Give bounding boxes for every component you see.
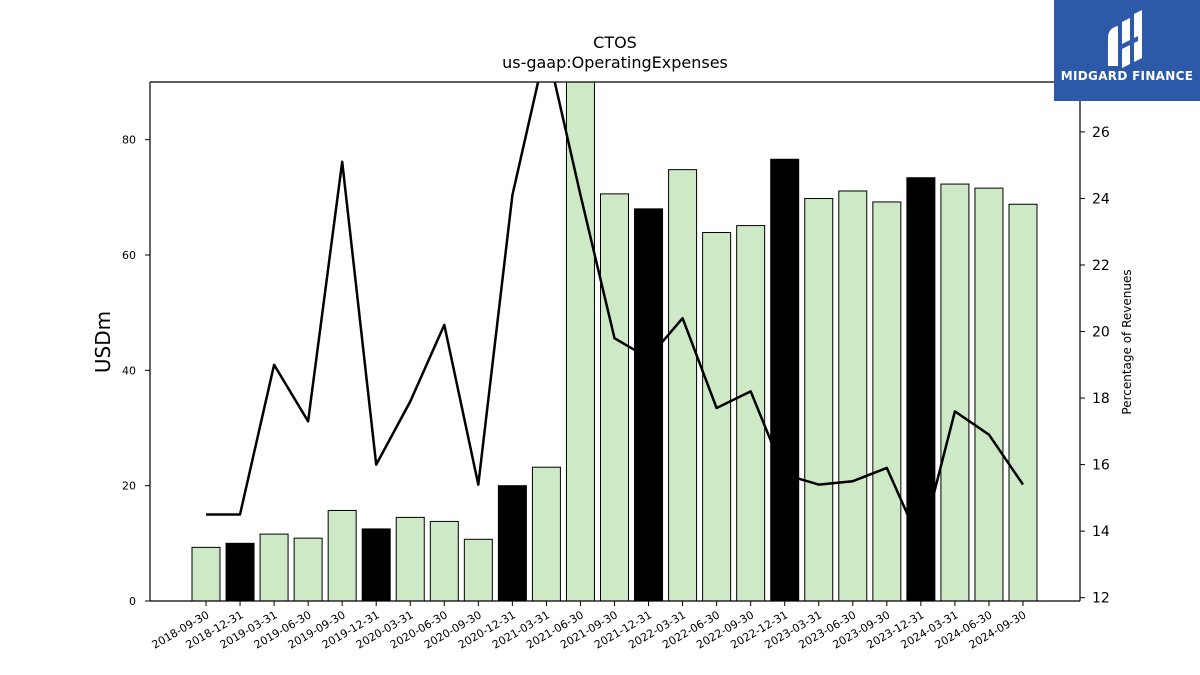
bar (770, 158, 800, 601)
y-right-tick-label: 18 (1092, 391, 1110, 407)
bar (497, 485, 527, 601)
bar (940, 183, 970, 601)
bar (974, 187, 1004, 601)
bar (463, 538, 493, 601)
y-tick-label: 40 (122, 364, 136, 377)
y-right-tick-label: 16 (1092, 458, 1110, 474)
y-right-tick-label: 26 (1092, 125, 1110, 141)
bar (361, 528, 391, 601)
y-tick-label: 80 (122, 134, 136, 147)
bar (395, 516, 425, 601)
brand-logo: MIDGARD FINANCE (1054, 0, 1200, 101)
bar (804, 197, 834, 601)
y-axis-label-left: USDm (91, 311, 115, 373)
y-right-tick-label: 24 (1092, 191, 1110, 207)
bar (259, 533, 289, 601)
chart-title: CTOS (593, 33, 637, 52)
y-right-tick-label: 22 (1092, 258, 1110, 274)
chart-subtitle: us-gaap:OperatingExpenses (502, 53, 728, 72)
bar (225, 542, 255, 601)
bar (906, 177, 936, 601)
bar (293, 537, 323, 601)
bar (600, 193, 629, 601)
y-tick-label: 0 (129, 595, 136, 608)
line-series (206, 82, 1025, 546)
y-right-tick-label: 12 (1092, 591, 1110, 607)
bar (191, 546, 221, 601)
y-right-tick-label: 20 (1092, 325, 1110, 341)
bar (634, 208, 664, 601)
bar (668, 169, 698, 601)
bar (429, 520, 459, 601)
y-right-tick-label: 14 (1092, 524, 1110, 540)
logo-mark-icon (1108, 10, 1142, 68)
y-tick-label: 60 (122, 249, 136, 262)
bar (327, 509, 357, 601)
bar (1008, 203, 1038, 601)
y-axis-label-right: Percentage of Revenues (1120, 269, 1134, 414)
bar (565, 82, 595, 601)
line-group (206, 82, 1025, 546)
bar (702, 232, 732, 601)
y-tick-label: 20 (122, 480, 136, 493)
bar (531, 466, 561, 601)
bar-group (191, 82, 1038, 601)
bar (838, 190, 868, 601)
bar (872, 201, 902, 601)
logo-text: MIDGARD FINANCE (1060, 69, 1194, 83)
